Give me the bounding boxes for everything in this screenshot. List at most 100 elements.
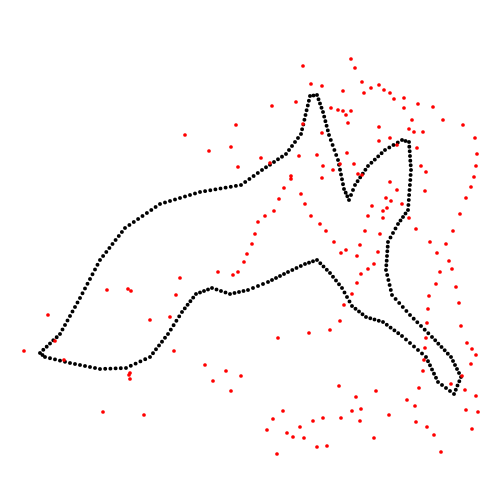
series-1-point-113 [465,341,469,345]
series-1-point-97 [372,262,376,266]
series-0-point-24 [104,250,109,254]
series-0-point-114 [376,154,381,159]
series-0-point-244 [219,289,223,293]
series-0-point-280 [78,363,82,367]
series-1-point-45 [366,214,370,218]
series-1-point-40 [395,188,399,192]
series-0-point-86 [323,119,328,124]
series-0-point-40 [168,199,172,203]
series-1-point-38 [424,170,428,174]
series-0-point-144 [386,240,390,244]
series-0-point-143 [388,235,393,240]
series-1-point-153 [128,371,132,375]
series-0-point-229 [286,270,290,274]
series-0-point-17 [85,281,90,286]
series-0-point-263 [157,343,161,348]
series-1-point-0 [301,64,305,68]
series-0-point-101 [343,190,348,195]
series-1-point-102 [389,199,393,203]
series-0-point-185 [436,380,440,384]
series-1-point-56 [299,192,303,196]
series-0-point-277 [93,366,97,370]
series-0-point-105 [351,188,355,192]
series-1-point-22 [321,164,325,168]
series-1-point-115 [474,353,478,357]
series-0-point-238 [246,288,250,292]
series-0-point-49 [213,187,218,192]
series-0-point-176 [457,371,461,375]
series-1-point-145 [311,419,315,423]
series-0-point-87 [324,123,329,128]
series-0-point-94 [336,158,340,162]
series-0-point-228 [290,268,295,272]
series-0-point-22 [98,258,102,262]
series-0-point-102 [345,194,350,199]
series-0-point-125 [408,154,412,158]
series-1-point-131 [470,427,474,431]
series-0-point-171 [445,351,450,356]
series-0-point-276 [98,367,102,371]
series-0-point-259 [168,327,173,332]
series-1-point-90 [328,328,332,332]
series-1-point-180 [377,83,381,87]
series-0-point-181 [452,392,456,396]
series-1-point-77 [46,313,50,317]
series-0-point-31 [127,223,132,227]
series-0-point-111 [366,164,370,168]
series-1-point-138 [321,416,325,420]
series-0-point-60 [264,165,268,170]
series-0-point-226 [298,264,303,268]
series-1-point-76 [105,288,109,292]
series-1-point-191 [410,118,414,122]
series-0-point-216 [334,278,338,283]
series-0-point-148 [384,258,389,263]
series-1-point-66 [242,260,246,264]
series-0-point-152 [386,278,391,282]
series-1-point-137 [339,416,343,420]
series-1-point-73 [148,318,152,322]
series-1-point-72 [168,315,172,319]
series-0-point-98 [340,177,344,182]
series-0-point-14 [78,296,82,300]
series-0-point-173 [451,359,455,363]
series-1-point-129 [405,398,409,402]
series-0-point-44 [188,193,192,197]
series-1-point-11 [270,104,274,108]
series-0-point-67 [290,144,294,148]
series-0-point-281 [73,362,77,366]
series-1-point-42 [384,196,388,200]
series-0 [38,93,463,396]
series-0-point-37 [153,205,158,209]
series-0-point-186 [434,375,438,380]
series-0-point-212 [345,295,349,299]
series-1-point-63 [253,232,257,236]
series-1-point-67 [236,270,240,274]
series-0-point-88 [325,128,330,133]
series-0-point-83 [319,105,324,110]
series-1-point-108 [447,259,451,263]
series-0-point-41 [173,197,177,202]
series-0-point-58 [255,171,260,175]
series-0-point-75 [304,108,309,113]
series-1-point-21 [315,153,319,157]
series-0-point-175 [455,367,459,371]
series-1-point-116 [469,362,473,366]
series-0-point-269 [133,361,138,366]
series-1-point-182 [341,89,345,93]
series-1 [22,57,480,456]
series-1-point-23 [320,176,324,180]
series-0-point-278 [88,365,92,369]
series-0-point-21 [95,262,100,267]
series-1-point-60 [272,209,276,213]
series-0-point-64 [280,154,284,159]
series-1-point-74 [129,289,133,293]
series-0-point-110 [363,167,368,172]
series-1-point-30 [377,125,381,129]
series-0-point-195 [408,341,412,345]
series-1-point-144 [325,444,329,448]
series-0-point-38 [158,202,162,206]
series-0-point-251 [191,295,196,300]
series-0-point-103 [347,198,351,202]
series-0-point-157 [397,301,402,305]
series-0-point-151 [385,273,390,277]
